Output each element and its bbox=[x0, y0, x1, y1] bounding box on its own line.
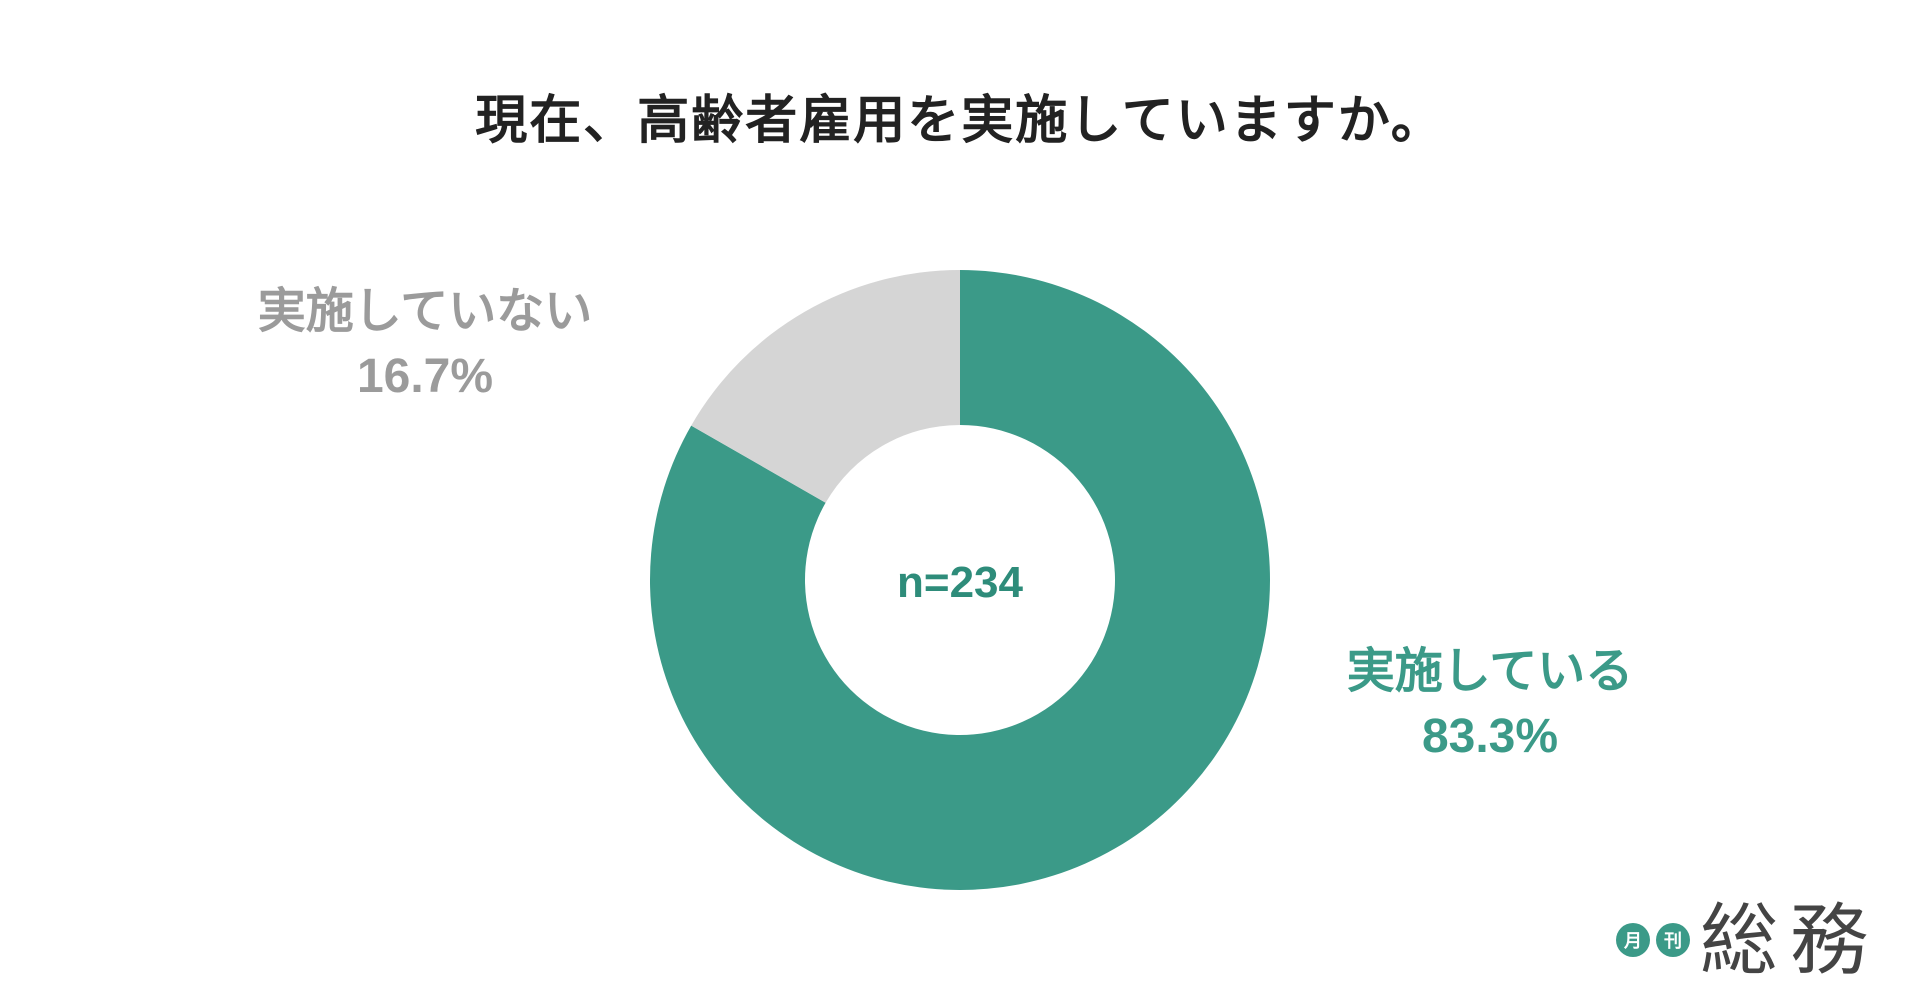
brand-badges: 月 刊 bbox=[1616, 923, 1690, 957]
brand-logo: 月 刊 総務 bbox=[1616, 901, 1880, 979]
slice-label-yes: 実施している 83.3% bbox=[1240, 640, 1740, 770]
brand-badge-1: 月 bbox=[1616, 923, 1650, 957]
chart-title: 現在、高齢者雇用を実施していますか。 bbox=[0, 78, 1920, 153]
stage: 現在、高齢者雇用を実施していますか。 n=234 実施していない 16.7% 実… bbox=[0, 0, 1920, 1005]
slice-label-no: 実施していない 16.7% bbox=[175, 280, 675, 410]
brand-word: 総務 bbox=[1700, 901, 1880, 979]
slice-label-yes-percent: 83.3% bbox=[1240, 705, 1740, 770]
slice-label-yes-text: 実施している bbox=[1240, 640, 1740, 705]
slice-label-no-percent: 16.7% bbox=[175, 345, 675, 410]
brand-badge-2: 刊 bbox=[1656, 923, 1690, 957]
sample-size-label: n=234 bbox=[805, 558, 1115, 608]
slice-label-no-text: 実施していない bbox=[175, 280, 675, 345]
